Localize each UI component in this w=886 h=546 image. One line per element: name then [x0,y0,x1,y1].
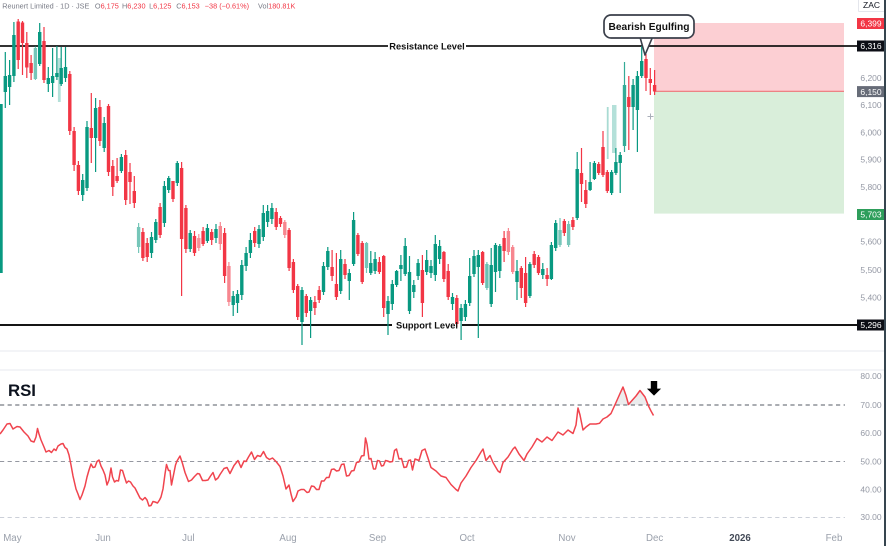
svg-text:6,399: 6,399 [860,19,882,29]
svg-text:6,100: 6,100 [860,100,882,110]
svg-text:5,400: 5,400 [860,292,882,302]
svg-text:RSI: RSI [8,381,36,400]
svg-text:Vol180.81K: Vol180.81K [258,1,295,10]
svg-text:Bearish Egulfing: Bearish Egulfing [609,22,690,33]
svg-text:70.00: 70.00 [860,400,882,410]
svg-text:Jul: Jul [182,533,194,544]
svg-text:H6,230: H6,230 [122,1,146,10]
svg-text:May: May [3,533,21,544]
svg-text:Feb: Feb [826,533,843,544]
svg-text:C6,153: C6,153 [176,1,200,10]
svg-text:5,600: 5,600 [860,237,882,247]
svg-text:6,150: 6,150 [860,87,882,97]
svg-text:80.00: 80.00 [860,371,882,381]
svg-text:6,200: 6,200 [860,73,882,83]
svg-text:5,800: 5,800 [860,182,882,192]
svg-text:6,316: 6,316 [860,41,882,51]
svg-text:5,500: 5,500 [860,265,882,275]
svg-text:50.00: 50.00 [860,457,882,467]
svg-text:40.00: 40.00 [860,485,882,495]
svg-text:5,296: 5,296 [860,320,882,330]
svg-text:Resistance Level: Resistance Level [389,41,464,51]
svg-text:Dec: Dec [646,533,663,544]
svg-text:−38 (−0.61%): −38 (−0.61%) [205,1,249,10]
svg-text:ZAC: ZAC [863,0,880,10]
svg-text:L6,125: L6,125 [149,1,171,10]
svg-text:Nov: Nov [558,533,575,544]
svg-text:5,900: 5,900 [860,155,882,165]
svg-text:Oct: Oct [459,533,474,544]
svg-text:5,703: 5,703 [860,210,882,220]
svg-text:30.00: 30.00 [860,512,882,522]
svg-text:2026: 2026 [729,533,751,544]
svg-text:6,000: 6,000 [860,127,882,137]
svg-text:60.00: 60.00 [860,428,882,438]
svg-text:O6,175: O6,175 [95,1,119,10]
svg-text:Reunert Limited · 1D · JSE: Reunert Limited · 1D · JSE [2,1,89,10]
svg-text:Jun: Jun [95,533,111,544]
svg-text:Aug: Aug [279,533,296,544]
svg-text:Support Level: Support Level [396,320,458,330]
svg-text:Sep: Sep [369,533,386,544]
